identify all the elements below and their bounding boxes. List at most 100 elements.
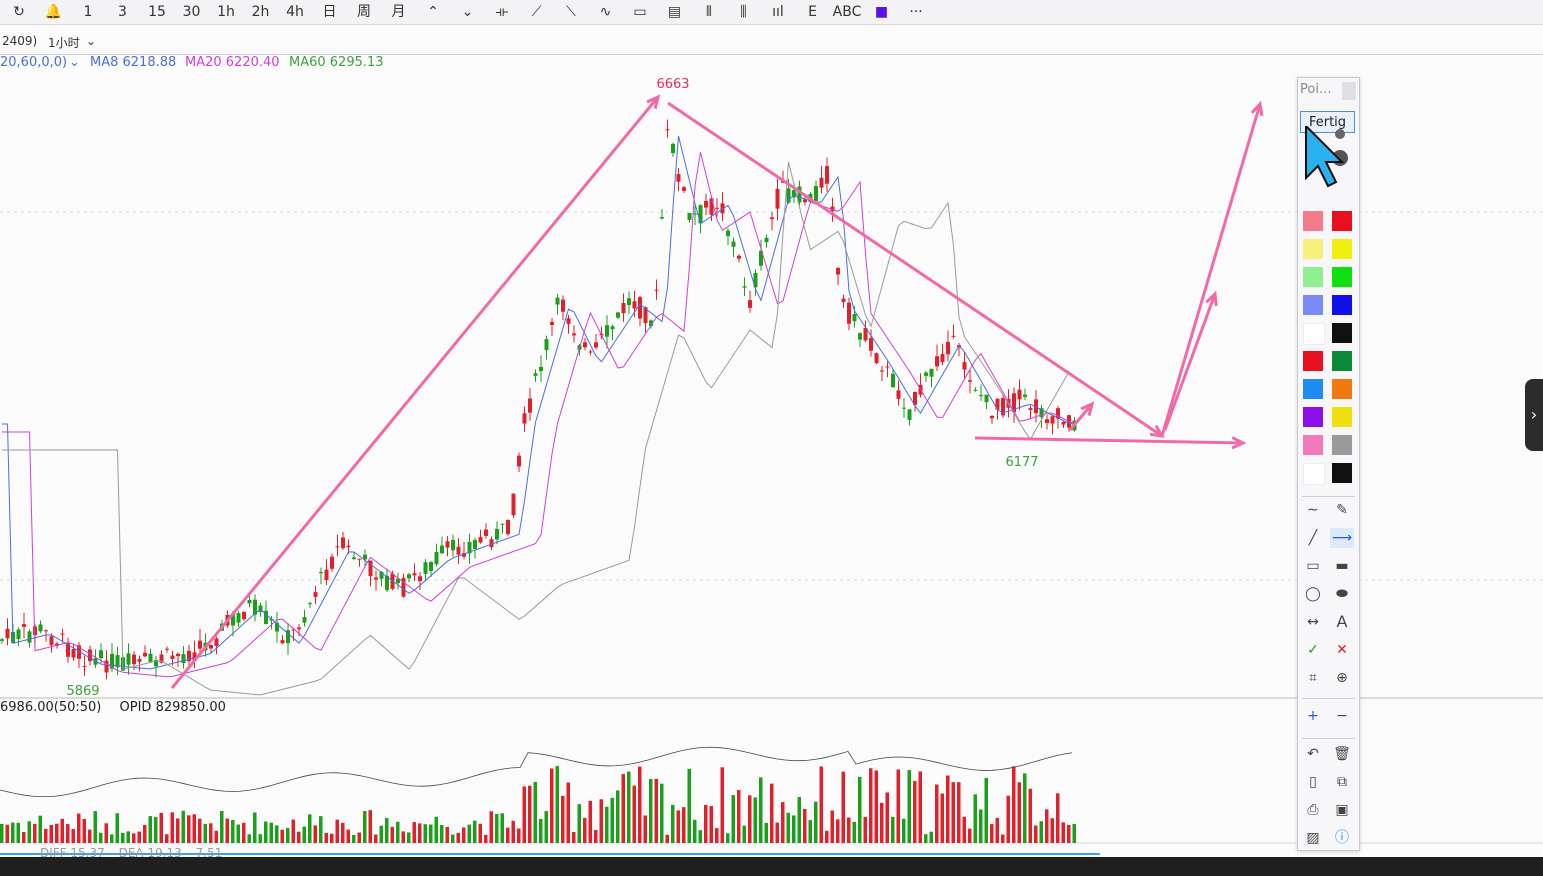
toolbar-button[interactable]: 🔔 — [44, 4, 63, 20]
toolbar-button[interactable]: 1 — [83, 4, 93, 20]
ellipse-icon[interactable]: ◯ — [1305, 586, 1321, 602]
toolbar-button[interactable]: E — [808, 4, 817, 20]
color-swatch[interactable] — [1303, 323, 1325, 345]
toolbar-button[interactable]: 日 — [322, 4, 337, 20]
volume-bar — [253, 812, 257, 843]
toolbar-button[interactable]: ∿ — [599, 4, 612, 20]
toolbar-button[interactable]: 15 — [148, 4, 166, 20]
color-swatch[interactable] — [1303, 463, 1325, 485]
toolbar-button[interactable]: ⟋ — [531, 4, 542, 20]
undo-icon[interactable]: ↶ — [1307, 746, 1319, 762]
candle-body — [770, 217, 774, 220]
color-swatch[interactable] — [1303, 407, 1323, 427]
color-swatch[interactable] — [1332, 239, 1352, 259]
toolbar-button[interactable]: ⫼ — [740, 4, 747, 20]
toolbar-button[interactable]: ⌄ — [461, 4, 474, 20]
candle-body — [676, 174, 681, 182]
toolbar-button[interactable]: ⟛ — [495, 4, 509, 20]
volume-bar — [60, 818, 64, 843]
palette-close-button[interactable] — [1342, 82, 1356, 100]
toolbar-button[interactable]: ▤ — [667, 4, 682, 20]
color-swatch[interactable] — [1332, 351, 1352, 371]
minus-icon[interactable]: − — [1336, 708, 1348, 724]
rectangle-icon[interactable]: ▭ — [1306, 558, 1320, 574]
volume-bar — [797, 796, 801, 843]
candle-body — [506, 519, 510, 535]
chevron-down-icon[interactable]: ⌄ — [86, 34, 97, 48]
image-icon[interactable]: ▨ — [1306, 830, 1320, 846]
trash-icon[interactable]: 🗑 — [1333, 746, 1351, 762]
line-icon[interactable]: ╱ — [1308, 530, 1318, 546]
toolbar-button[interactable]: ııl — [772, 4, 784, 20]
text-icon[interactable]: A — [1336, 612, 1348, 631]
color-swatch[interactable] — [1303, 211, 1323, 231]
volume-bar — [71, 829, 75, 843]
color-swatch[interactable] — [1332, 211, 1352, 231]
arrow-line-icon[interactable]: ⟶ — [1330, 528, 1354, 548]
toolbar-button[interactable]: ▭ — [633, 4, 647, 20]
delete-x-icon[interactable]: ✕ — [1336, 642, 1348, 658]
candle-body — [1034, 399, 1038, 414]
color-swatch[interactable] — [1303, 295, 1323, 315]
save-icon[interactable]: ▣ — [1335, 802, 1349, 818]
filled-ellipse-icon[interactable]: ⬬ — [1336, 586, 1348, 602]
color-swatch[interactable] — [1303, 267, 1323, 287]
filled-rectangle-icon[interactable]: ▬ — [1335, 558, 1349, 574]
color-swatch[interactable] — [1332, 379, 1352, 399]
print-icon[interactable]: ⎙ — [1307, 802, 1319, 818]
color-swatch[interactable] — [1303, 351, 1323, 371]
toolbar-button[interactable]: ⫴ — [706, 4, 712, 20]
color-swatch[interactable] — [1303, 435, 1323, 455]
brush-icon[interactable]: ✎ — [1336, 502, 1348, 518]
new-doc-icon[interactable]: ▯ — [1309, 774, 1317, 790]
scroll-progress[interactable] — [0, 853, 1100, 855]
info-icon[interactable]: ⓘ — [1335, 830, 1349, 846]
toolbar-button[interactable]: ⟍ — [566, 4, 576, 20]
color-swatch[interactable] — [1332, 267, 1352, 287]
color-swatch[interactable] — [1332, 407, 1352, 427]
color-swatch[interactable] — [1332, 323, 1352, 343]
toolbar-button[interactable]: 月 — [391, 4, 406, 20]
toolbar-button[interactable]: ↻ — [13, 4, 25, 20]
toolbar-button[interactable]: ABC — [832, 4, 862, 20]
toolbar-button[interactable]: 30 — [182, 4, 201, 20]
double-arrow-icon[interactable]: ↔ — [1307, 614, 1319, 630]
color-swatch[interactable] — [1332, 435, 1352, 455]
toolbar-button[interactable]: 2h — [251, 4, 270, 20]
volume-bar — [82, 818, 86, 843]
volume-bar — [1050, 818, 1054, 843]
volume-bar — [676, 810, 680, 843]
toolbar-button[interactable]: 3 — [118, 4, 127, 20]
volume-bar — [236, 824, 240, 843]
toolbar-button[interactable]: ··· — [909, 4, 923, 20]
candle-body — [572, 333, 576, 336]
plus-icon[interactable]: + — [1307, 708, 1319, 724]
crop-icon[interactable]: ⌗ — [1309, 670, 1317, 686]
done-button[interactable]: Fertig — [1300, 111, 1355, 133]
toolbar-button[interactable]: ⌃ — [427, 4, 439, 20]
color-swatch[interactable] — [1303, 239, 1323, 259]
volume-bar — [742, 825, 746, 843]
color-swatch[interactable] — [1332, 295, 1352, 315]
copy-icon[interactable]: ⧉ — [1337, 774, 1347, 790]
side-panel-toggle[interactable]: › — [1525, 379, 1543, 451]
color-swatch[interactable] — [1303, 379, 1323, 399]
candle-body — [280, 640, 285, 644]
volume-bar — [1034, 825, 1038, 843]
chevron-down-icon[interactable]: ⌄ — [69, 55, 80, 70]
toolbar-button[interactable]: ■ — [874, 4, 889, 20]
toolbar-button[interactable]: 1h — [217, 4, 235, 20]
candle-body — [775, 188, 780, 209]
candle-body — [66, 642, 70, 657]
check-icon[interactable]: ✓ — [1307, 642, 1319, 658]
candle-body — [357, 558, 362, 560]
ma-params[interactable]: 20,60,0,0) — [0, 55, 68, 70]
candle-body — [132, 654, 136, 665]
period-select[interactable]: 1小时 — [48, 36, 80, 50]
toolbar-button[interactable]: 4h — [286, 4, 304, 20]
toolbar-button[interactable]: 周 — [357, 4, 371, 20]
zoom-icon[interactable]: ⊕ — [1336, 670, 1348, 686]
curve-icon[interactable]: ∼ — [1307, 502, 1319, 518]
color-swatch[interactable] — [1332, 463, 1352, 483]
